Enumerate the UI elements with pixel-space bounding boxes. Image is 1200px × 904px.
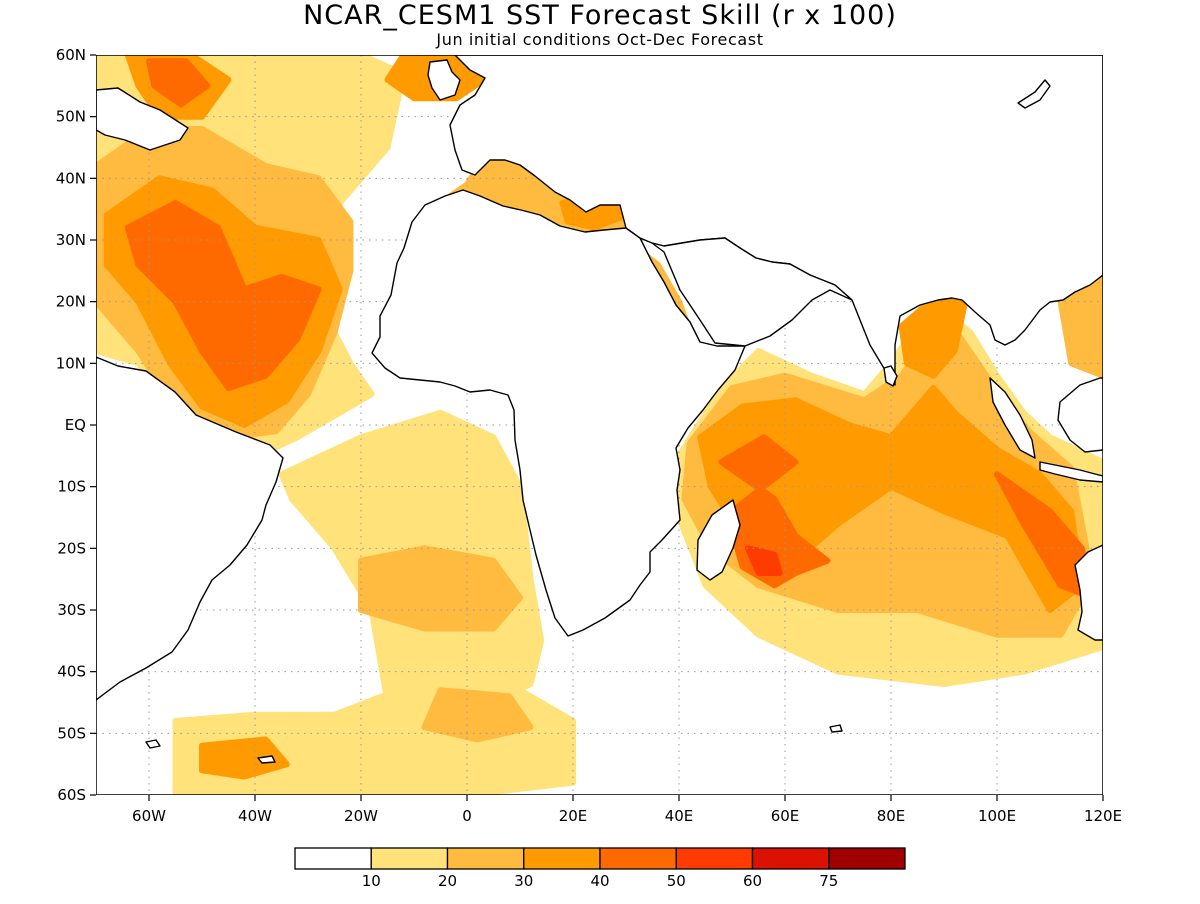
figure-title: NCAR_CESM1 SST Forecast Skill (r x 100) xyxy=(303,0,897,31)
colorbar-swatch xyxy=(599,847,677,870)
colorbar-swatch xyxy=(446,847,525,870)
lat-tick-label: 10S xyxy=(57,478,86,496)
lat-tick-label: 30S xyxy=(57,601,86,619)
landmass-newfoundland xyxy=(96,87,189,151)
lat-tick-label: 20S xyxy=(57,539,86,557)
landmass-south-georgia xyxy=(257,755,276,764)
colorbar-label: 10 xyxy=(362,872,381,890)
colorbar-swatch xyxy=(751,847,830,870)
lon-tick-label: 100E xyxy=(978,807,1016,825)
lat-tick-label: 40S xyxy=(57,663,86,681)
colorbar-label: 30 xyxy=(514,872,533,890)
skill-region-south-atlantic-south xyxy=(199,736,290,780)
landmass-java xyxy=(1039,461,1103,483)
skill-region-south-atlantic-south xyxy=(421,687,534,743)
lat-tick-label: 60N xyxy=(56,46,86,64)
latitude-labels: 60N 50N 40N 30N 20N 10N EQ 10S 20S 30S 40S 50S 60S xyxy=(56,46,96,804)
colorbar: 10 20 30 40 50 60 75 xyxy=(294,847,906,890)
lat-tick-label: 40N xyxy=(56,169,86,187)
lat-tick-label: 20N xyxy=(56,293,86,311)
coastlines xyxy=(96,55,1103,764)
landmass-madagascar xyxy=(696,499,741,581)
landmass-africa xyxy=(371,189,746,637)
lat-tick-label: 60S xyxy=(57,786,86,804)
colorbar-swatch xyxy=(523,847,601,870)
lon-tick-label: 20E xyxy=(559,807,588,825)
lon-tick-label: 60E xyxy=(771,807,800,825)
landmass-british-isles xyxy=(427,59,461,101)
colorbar-swatch xyxy=(294,847,372,870)
colorbar-label: 75 xyxy=(819,872,838,890)
landmass-borneo xyxy=(1057,377,1103,453)
longitude-labels: 60W 40W 20W 0 20E 40E 60E 80E 100E 120E xyxy=(132,795,1122,825)
colorbar-swatch xyxy=(828,847,906,870)
lat-tick-label: 10N xyxy=(56,354,86,372)
lat-tick-label: EQ xyxy=(65,416,86,434)
lon-tick-label: 120E xyxy=(1084,807,1122,825)
landmass-japan-fragment xyxy=(1017,79,1051,109)
lon-tick-label: 0 xyxy=(462,807,472,825)
colorbar-label: 20 xyxy=(438,872,457,890)
landmass-sri-lanka xyxy=(883,365,898,387)
lon-tick-label: 40E xyxy=(665,807,694,825)
lat-tick-label: 50N xyxy=(56,108,86,126)
skill-region-south-atlantic xyxy=(358,545,523,632)
landmass-australia xyxy=(1074,544,1103,641)
skill-region-north-atlantic-north xyxy=(146,58,211,108)
map-area xyxy=(96,55,1103,795)
landmass-falklands xyxy=(145,739,161,749)
colorbar-swatch xyxy=(370,847,449,870)
lat-tick-label: 50S xyxy=(57,724,86,742)
colorbar-label: 50 xyxy=(667,872,686,890)
colorbar-label: 60 xyxy=(743,872,762,890)
lon-tick-label: 20W xyxy=(344,807,378,825)
lon-tick-label: 40W xyxy=(238,807,272,825)
lon-tick-label: 60W xyxy=(132,807,166,825)
colorbar-label: 40 xyxy=(590,872,609,890)
landmass-sumatra xyxy=(989,377,1036,459)
figure-subtitle: Jun initial conditions Oct-Dec Forecast xyxy=(435,30,763,49)
lon-tick-label: 80E xyxy=(877,807,906,825)
landmass-south-america xyxy=(96,356,284,701)
landmass-arabia xyxy=(651,237,853,347)
landmass-kerguelen xyxy=(829,724,843,733)
colorbar-swatch xyxy=(675,847,754,870)
skill-region-madagascar-channel xyxy=(744,545,783,576)
lat-tick-label: 30N xyxy=(56,231,86,249)
